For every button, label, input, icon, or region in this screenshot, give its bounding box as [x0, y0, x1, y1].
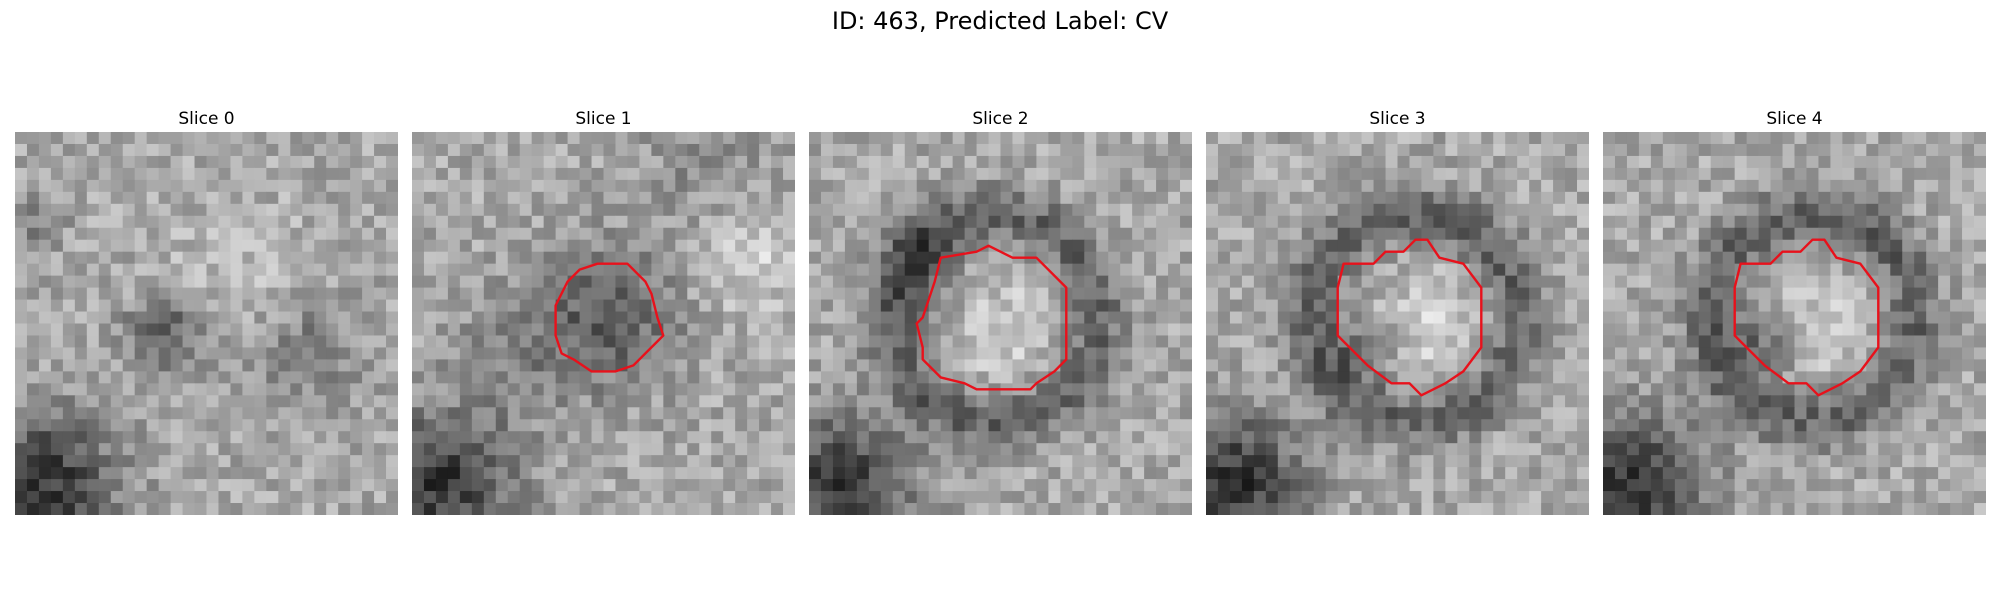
segmentation-contour [915, 244, 1068, 391]
segmentation-contour [554, 262, 665, 373]
segmentation-contour [1336, 238, 1483, 397]
figure-title: ID: 463, Predicted Label: CV [831, 7, 1169, 35]
slice-image [1603, 132, 1986, 515]
slice-image [809, 132, 1192, 515]
slice-title: Slice 2 [972, 109, 1029, 129]
segmentation-contour [1733, 238, 1880, 397]
slice-title: Slice 0 [178, 109, 235, 129]
slice-image [15, 132, 398, 515]
slice-title: Slice 4 [1766, 109, 1823, 129]
slice-image [412, 132, 795, 515]
slice-title: Slice 3 [1369, 109, 1426, 129]
slice-title: Slice 1 [575, 109, 632, 129]
slice-image [1206, 132, 1589, 515]
